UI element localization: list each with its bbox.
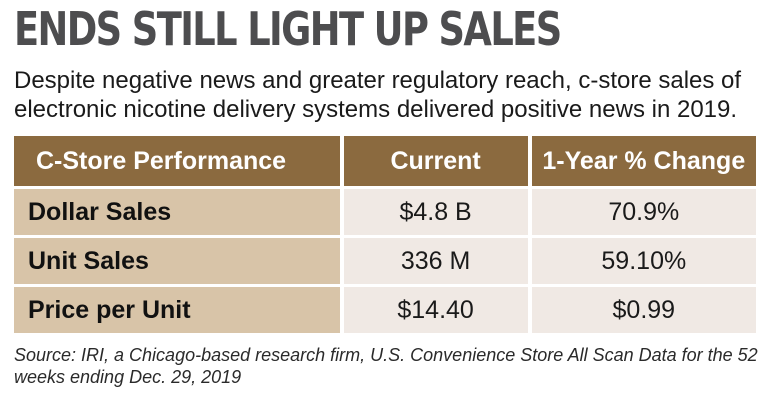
table-header-row: C-Store Performance Current 1-Year % Cha… xyxy=(14,136,756,186)
table-row: Unit Sales 336 M 59.10% xyxy=(14,235,756,284)
cell-price-per-unit-current: $14.40 xyxy=(339,284,528,333)
page-title: ENDS STILL LIGHT UP SALES xyxy=(14,2,562,56)
row-label-dollar-sales: Dollar Sales xyxy=(14,186,340,235)
table-row: Dollar Sales $4.8 B 70.9% xyxy=(14,186,756,235)
column-header-current: Current xyxy=(339,136,528,186)
row-label-unit-sales: Unit Sales xyxy=(14,235,340,284)
cell-dollar-sales-current: $4.8 B xyxy=(339,186,528,235)
column-header-metric: C-Store Performance xyxy=(14,136,340,186)
performance-table: C-Store Performance Current 1-Year % Cha… xyxy=(14,136,756,333)
table-row: Price per Unit $14.40 $0.99 xyxy=(14,284,756,333)
subtitle: Despite negative news and greater regula… xyxy=(14,67,742,123)
cell-unit-sales-change: 59.10% xyxy=(527,235,756,284)
source-note: Source: IRI, a Chicago-based research fi… xyxy=(14,345,758,387)
cell-unit-sales-current: 336 M xyxy=(339,235,528,284)
cell-price-per-unit-change: $0.99 xyxy=(527,284,756,333)
column-header-change: 1-Year % Change xyxy=(527,136,756,186)
row-label-price-per-unit: Price per Unit xyxy=(14,284,340,333)
cell-dollar-sales-change: 70.9% xyxy=(527,186,756,235)
